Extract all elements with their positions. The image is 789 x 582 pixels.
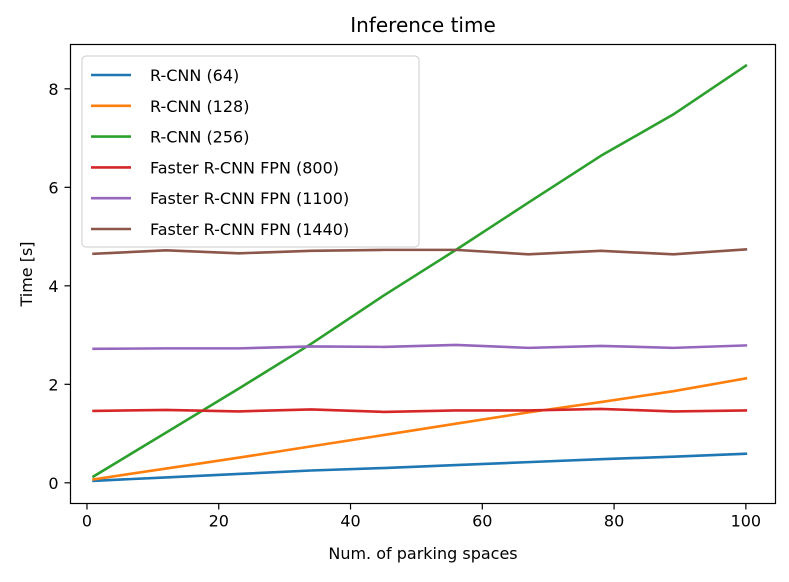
x-tick-label: 0 — [82, 512, 92, 531]
legend: R-CNN (64) R-CNN (128) R-CNN (256) Faster R… — [81, 55, 420, 248]
y-axis-label: Time [s] — [17, 241, 36, 307]
series-layer — [91, 63, 748, 483]
legend-label-1: R-CNN (64) — [150, 66, 239, 85]
x-tick-label: 20 — [209, 512, 229, 531]
legend-label-6: Faster R-CNN FPN (1440) — [150, 220, 349, 239]
y-tick-label: 2 — [48, 375, 58, 394]
chart-title: Inference time — [350, 13, 496, 37]
x-tick-label: 100 — [731, 512, 762, 531]
series-line-1 — [92, 452, 748, 483]
y-tick-label: 4 — [48, 277, 58, 296]
plot-frame — [69, 43, 777, 505]
x-tick-label: 60 — [472, 512, 492, 531]
series-line-6 — [92, 247, 748, 256]
legend-label-5: Faster R-CNN FPN (1100) — [150, 189, 349, 208]
series-line-5 — [92, 343, 748, 351]
legend-label-2: R-CNN (128) — [150, 97, 249, 116]
y-tick-label: 0 — [48, 474, 58, 493]
y-axis-ticks: 0 2 4 6 8 — [48, 80, 71, 493]
x-axis-label: Num. of parking spaces — [328, 544, 517, 563]
y-tick-label: 8 — [48, 80, 58, 99]
x-tick-label: 80 — [604, 512, 624, 531]
legend-label-3: R-CNN (256) — [150, 128, 249, 147]
series-line-2 — [92, 376, 748, 481]
legend-label-4: Faster R-CNN FPN (800) — [150, 158, 339, 177]
x-tick-label: 40 — [340, 512, 360, 531]
legend-box — [81, 55, 420, 248]
x-axis-ticks: 0 20 40 60 80 100 — [82, 503, 762, 531]
series-line-4 — [92, 407, 748, 414]
y-tick-label: 6 — [48, 178, 58, 197]
